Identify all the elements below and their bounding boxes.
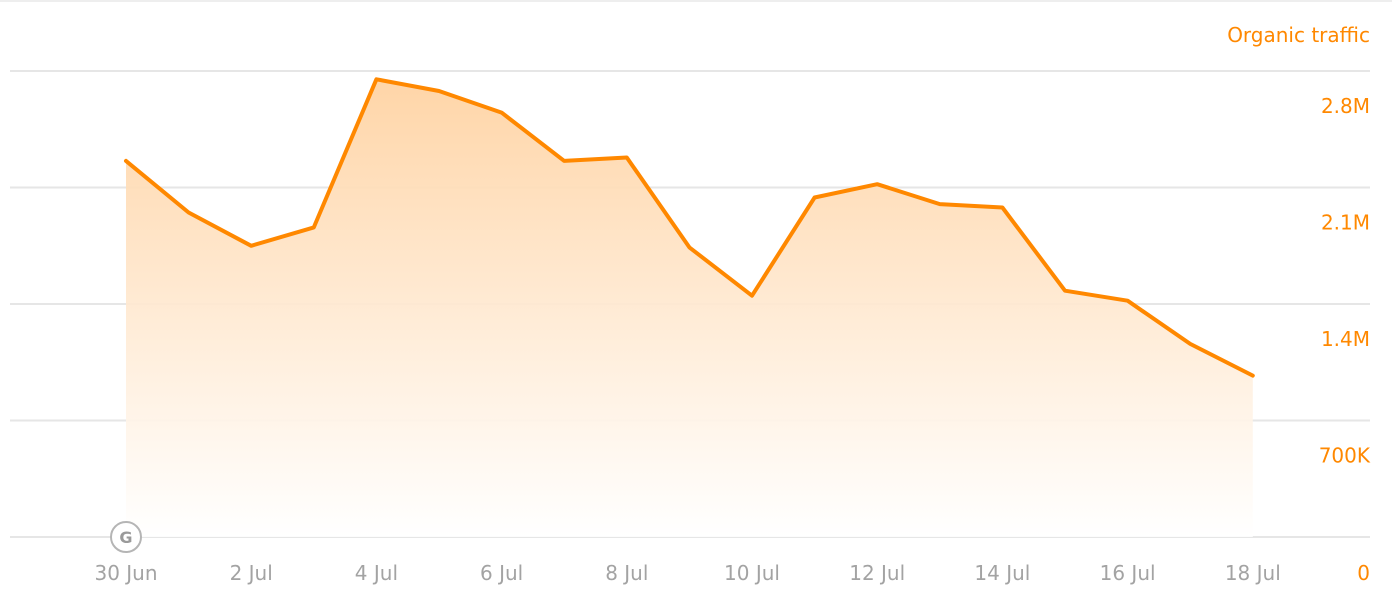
y-tick-label: 1.4M <box>1321 327 1370 351</box>
annotation-label: G <box>119 528 132 547</box>
traffic-line[interactable] <box>124 77 1255 378</box>
annotations: G <box>110 521 142 553</box>
y-tick-label: 700K <box>1319 444 1371 468</box>
google-update-icon[interactable]: G <box>110 521 142 553</box>
x-tick-label: 30 Jun <box>94 561 157 585</box>
x-tick-label: 16 Jul <box>1100 561 1156 585</box>
x-tick-label: 4 Jul <box>355 561 398 585</box>
traffic-area <box>126 79 1253 538</box>
x-tick-label: 6 Jul <box>480 561 523 585</box>
x-tick-label: 14 Jul <box>974 561 1030 585</box>
x-tick-label: 8 Jul <box>605 561 648 585</box>
y-tick-label: 2.1M <box>1321 211 1370 235</box>
x-tick-label: 10 Jul <box>724 561 780 585</box>
series-title: Organic traffic <box>1227 23 1370 47</box>
y-tick-label: 0 <box>1357 561 1370 585</box>
y-axis-ticks: 0 700K 1.4M 2.1M 2.8M <box>1319 94 1371 585</box>
x-axis-ticks: 30 Jun 2 Jul 4 Jul 6 Jul 8 Jul 10 Jul 12 Jul 14… <box>94 561 1280 585</box>
y-tick-label: 2.8M <box>1321 94 1370 118</box>
x-tick-label: 12 Jul <box>849 561 905 585</box>
x-tick-label: 2 Jul <box>230 561 273 585</box>
x-tick-label: 18 Jul <box>1225 561 1281 585</box>
